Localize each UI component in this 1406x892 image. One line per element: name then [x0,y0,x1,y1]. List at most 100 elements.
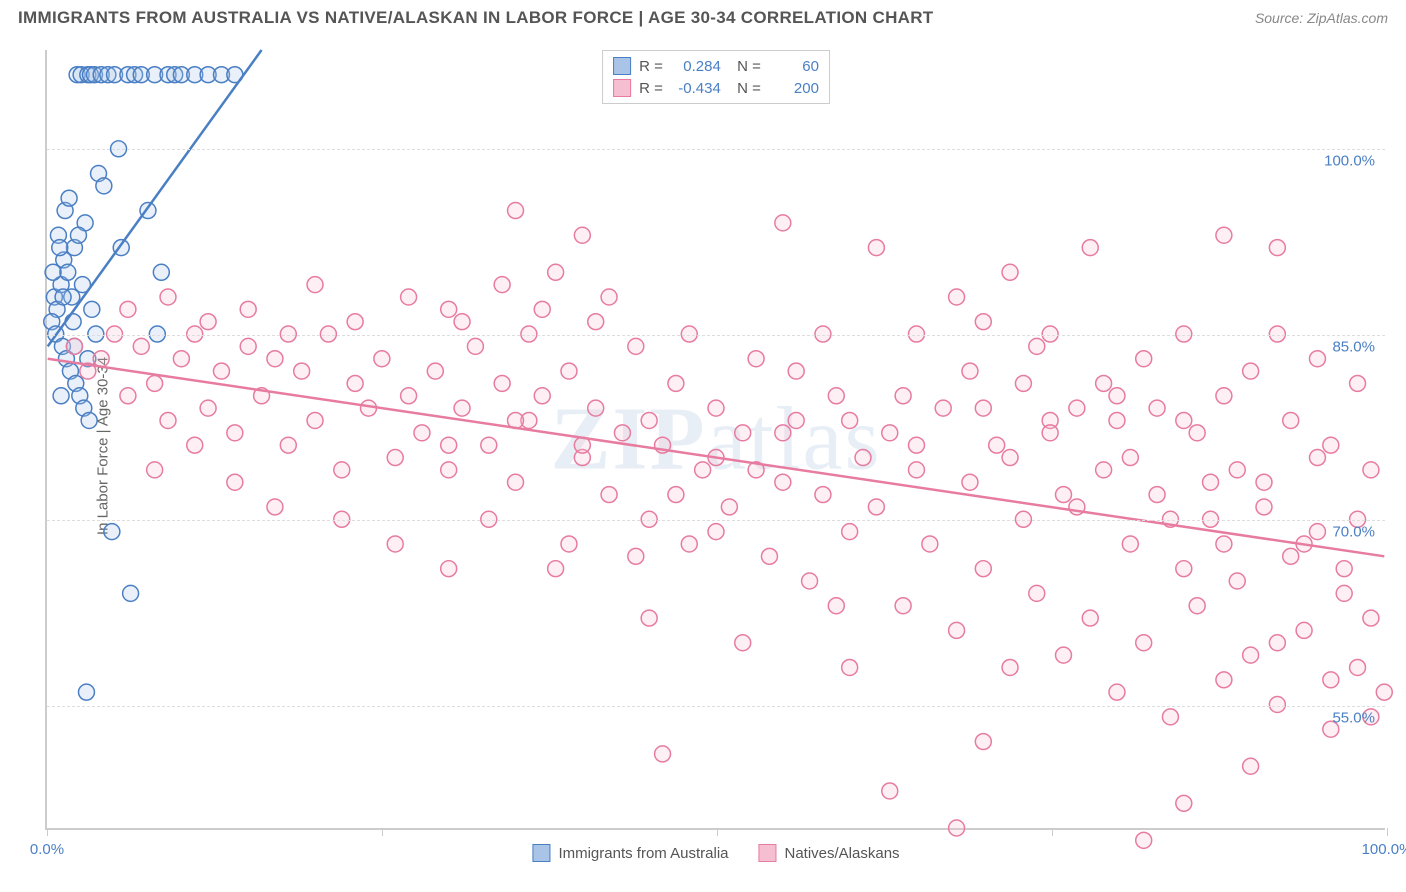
data-point [975,314,991,330]
data-point [909,437,925,453]
data-point [1216,388,1232,404]
data-point [441,437,457,453]
data-point [935,400,951,416]
data-point [1350,659,1366,675]
xtick-label: 100.0% [1362,841,1406,858]
data-point [280,437,296,453]
data-point [227,474,243,490]
xtick-label: 0.0% [30,841,64,858]
data-point [1096,462,1112,478]
data-point [548,561,564,577]
ytick-label: 55.0% [1332,710,1375,727]
data-point [494,277,510,293]
data-point [1122,536,1138,552]
data-point [548,264,564,280]
xtick [1052,828,1053,836]
data-point [761,548,777,564]
data-point [187,437,203,453]
data-point [655,746,671,762]
data-point [1269,697,1285,713]
correlation-legend: R = 0.284 N = 60 R = -0.434 N = 200 [602,50,830,104]
data-point [909,462,925,478]
data-point [467,338,483,354]
legend-label-natives: Natives/Alaskans [784,845,899,862]
data-point [975,400,991,416]
data-point [104,524,120,540]
data-point [454,314,470,330]
data-point [1216,536,1232,552]
data-point [213,363,229,379]
data-point [1269,635,1285,651]
data-point [1042,425,1058,441]
data-point [735,425,751,441]
data-point [508,203,524,219]
regression-line [48,50,262,346]
data-point [1069,400,1085,416]
data-point [427,363,443,379]
data-point [147,462,163,478]
data-point [1336,561,1352,577]
data-point [1309,450,1325,466]
data-point [1243,758,1259,774]
data-point [55,289,71,305]
data-point [1229,573,1245,589]
gridline [47,149,1385,150]
data-point [1002,450,1018,466]
data-point [1323,672,1339,688]
n-label: N = [729,58,761,75]
data-point [574,227,590,243]
swatch-natives [613,79,631,97]
data-point [882,425,898,441]
data-point [668,487,684,503]
data-point [895,598,911,614]
data-point [334,462,350,478]
data-point [1229,462,1245,478]
data-point [1283,548,1299,564]
data-point [949,289,965,305]
r-label: R = [639,80,663,97]
data-point [401,388,417,404]
data-point [1002,659,1018,675]
data-point [294,363,310,379]
data-point [1243,363,1259,379]
data-point [1296,622,1312,638]
data-point [84,301,100,317]
data-point [147,375,163,391]
data-point [668,375,684,391]
n-value-natives: 200 [769,80,819,97]
data-point [855,450,871,466]
data-point [868,499,884,515]
data-point [1203,474,1219,490]
data-point [802,573,818,589]
gridline [47,520,1385,521]
data-point [387,450,403,466]
data-point [534,301,550,317]
data-point [173,351,189,367]
data-point [1363,610,1379,626]
data-point [153,264,169,280]
data-point [52,240,68,256]
data-point [1243,647,1259,663]
data-point [441,462,457,478]
data-point [1189,598,1205,614]
r-value-natives: -0.434 [671,80,721,97]
data-point [45,264,61,280]
data-point [70,227,86,243]
data-point [481,511,497,527]
data-point [1096,375,1112,391]
data-point [1363,462,1379,478]
data-point [842,659,858,675]
data-point [347,314,363,330]
data-point [1015,375,1031,391]
n-label: N = [729,80,761,97]
data-point [160,289,176,305]
data-point [828,388,844,404]
data-point [1189,425,1205,441]
data-point [588,314,604,330]
data-point [120,301,136,317]
data-point [93,351,109,367]
data-point [895,388,911,404]
data-point [601,487,617,503]
data-point [1002,264,1018,280]
data-point [628,338,644,354]
